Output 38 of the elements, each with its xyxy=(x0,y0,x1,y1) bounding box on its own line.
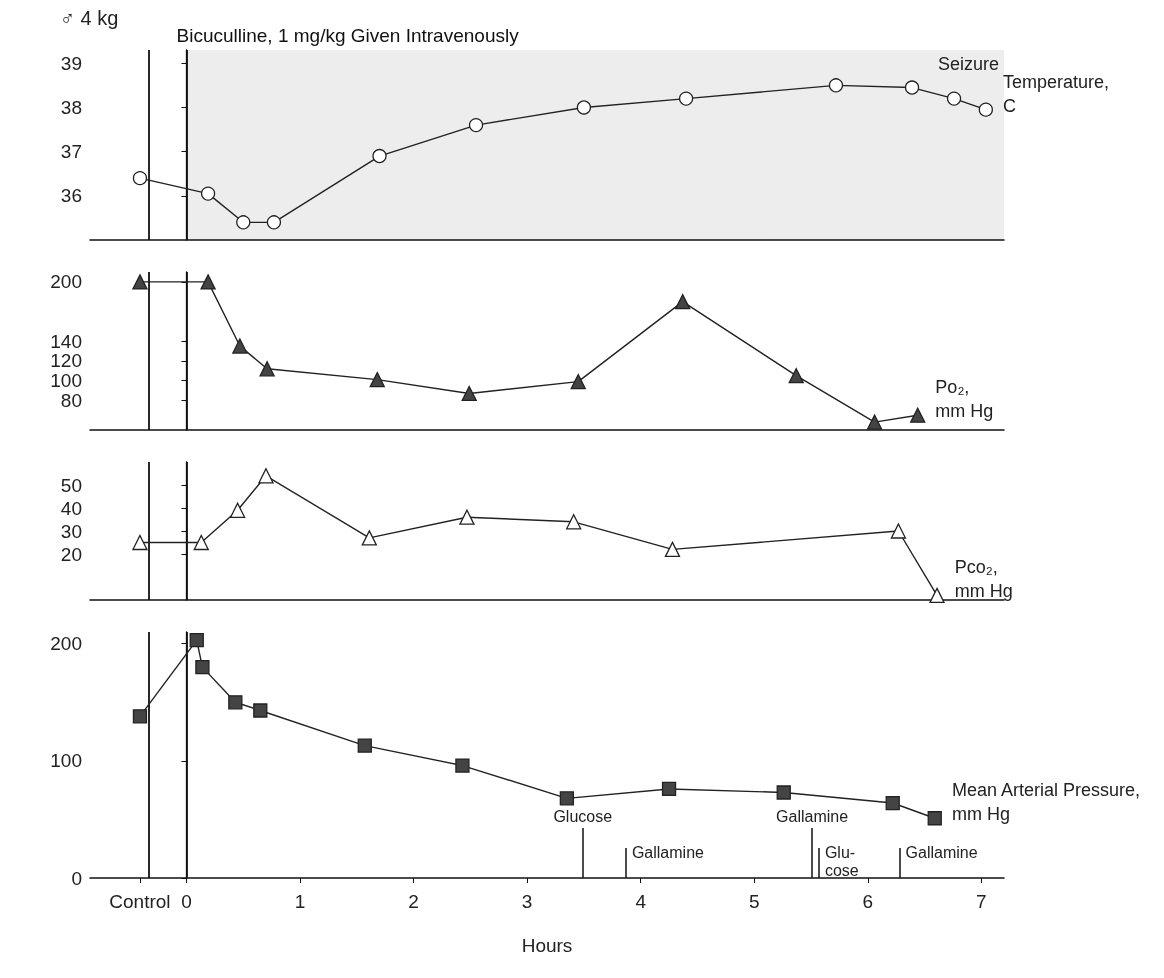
ref-line-label: Glucose xyxy=(553,807,613,825)
y-tick-label: 37 xyxy=(60,141,82,163)
x-tick-label: 7 xyxy=(976,891,987,912)
y-tick-label: 100 xyxy=(50,370,82,392)
y-tick-label: 30 xyxy=(60,520,82,542)
ref-line-label: Gallamine xyxy=(905,843,978,861)
ref-line-label: Bicuculline, 1 mg/kg Given Intravenously xyxy=(176,25,520,46)
ref-line-label: Gallamine xyxy=(776,807,849,825)
y-tick-label: 100 xyxy=(50,750,82,772)
x-tick-label: 1 xyxy=(294,891,306,912)
x-tick-label: Control xyxy=(109,891,171,912)
x-tick-label: 4 xyxy=(635,891,647,912)
series-label: Po₂, mm Hg xyxy=(935,377,994,422)
x-tick-label: 5 xyxy=(748,891,760,912)
ref-line-label: Glu- cose xyxy=(824,843,859,879)
y-tick-label: 20 xyxy=(60,543,82,565)
x-tick-label: 0 xyxy=(181,891,192,912)
x-axis-title: Hours xyxy=(521,935,573,956)
y-tick-label: 50 xyxy=(60,474,82,496)
x-tick-label: 2 xyxy=(408,891,419,912)
x-tick-label: 6 xyxy=(862,891,874,912)
y-tick-label: 200 xyxy=(50,633,82,655)
y-tick-label: 40 xyxy=(60,497,82,519)
y-tick-label: 80 xyxy=(60,389,82,411)
y-tick-label: 120 xyxy=(50,350,82,372)
y-tick-label: 200 xyxy=(50,271,82,293)
y-tick-label: 0 xyxy=(71,867,82,889)
ref-line-label: Gallamine xyxy=(631,843,705,861)
y-tick-label: 39 xyxy=(60,52,82,74)
y-tick-label: 140 xyxy=(50,330,82,352)
band-label: Seizure xyxy=(937,54,999,74)
series-label: Temperature, C xyxy=(1002,71,1110,116)
y-tick-label: 38 xyxy=(60,96,82,118)
text: ♂ 4 kg xyxy=(60,7,119,29)
y-tick-label: 36 xyxy=(60,185,82,207)
x-tick-label: 3 xyxy=(521,891,533,912)
series-label: Mean Arterial Pressure, mm Hg xyxy=(951,780,1140,825)
series-label: Pco₂, mm Hg xyxy=(954,557,1013,602)
